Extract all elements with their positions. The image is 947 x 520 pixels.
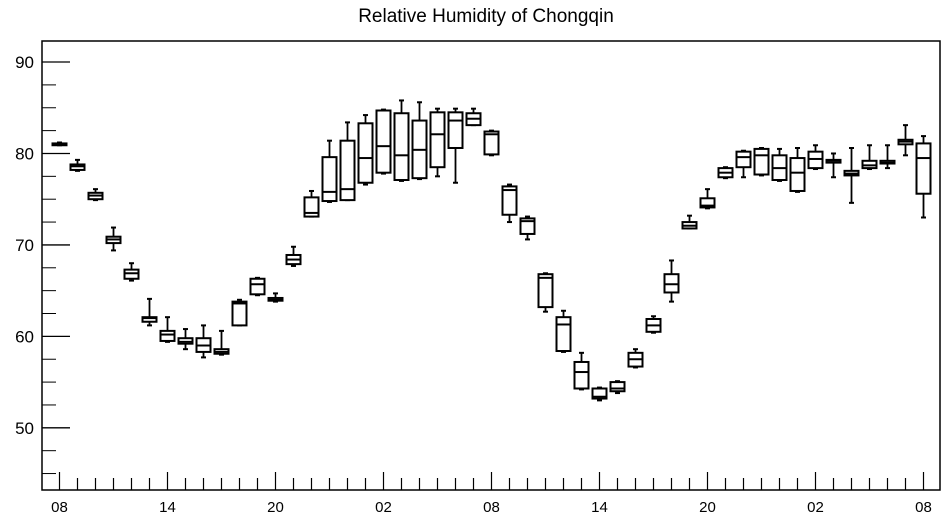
box-item — [753, 146, 770, 177]
x-tick-label: 20 — [699, 499, 716, 516]
box-item — [429, 107, 446, 178]
x-tick-label: 08 — [51, 499, 68, 516]
y-tick-label: 90 — [15, 53, 34, 72]
box-body — [249, 277, 266, 296]
box-body — [429, 111, 446, 169]
box-body — [753, 147, 770, 176]
box-body — [501, 185, 518, 216]
box-item — [357, 114, 374, 186]
box-body — [357, 122, 374, 184]
box-body — [555, 316, 572, 353]
box-item — [861, 144, 878, 171]
box-body — [321, 156, 338, 203]
box-item — [411, 101, 428, 181]
box-item — [843, 146, 860, 204]
box-body — [537, 273, 554, 309]
y-tick-label: 60 — [15, 327, 34, 346]
x-tick-label: 20 — [267, 499, 284, 516]
boxes-layer — [51, 99, 932, 402]
box-item — [663, 259, 680, 303]
box-item — [735, 149, 752, 179]
box-item — [339, 121, 356, 202]
box-item — [519, 215, 536, 241]
box-item — [177, 328, 194, 351]
box-item — [195, 324, 212, 359]
box-item — [105, 226, 122, 252]
plot-frame — [41, 40, 941, 491]
x-tick-label: 14 — [159, 499, 176, 516]
box-body — [591, 387, 608, 400]
box-item — [303, 189, 320, 218]
box-item — [645, 315, 662, 334]
box-body — [519, 217, 536, 235]
box-item — [393, 99, 410, 182]
y-tick-label: 50 — [15, 419, 34, 438]
box-item — [231, 298, 248, 327]
box-item — [555, 309, 572, 353]
chart-title: Relative Humidity of Chongqin — [358, 6, 614, 27]
box-body — [483, 130, 500, 156]
box-item — [141, 297, 158, 327]
box-item — [249, 276, 266, 297]
box-item — [51, 141, 68, 147]
box-body — [699, 197, 716, 209]
box-item — [285, 245, 302, 267]
box-item — [789, 146, 806, 193]
box-item — [825, 152, 842, 179]
box-body — [393, 112, 410, 181]
box-item — [501, 183, 518, 224]
x-tick-label: 02 — [375, 499, 392, 516]
box-body — [303, 196, 320, 218]
box-item — [573, 351, 590, 391]
box-body — [609, 381, 626, 393]
box-item — [897, 124, 914, 157]
box-item — [681, 214, 698, 230]
box-item — [159, 316, 176, 343]
box-item — [591, 386, 608, 402]
box-item — [915, 135, 932, 219]
box-item — [699, 188, 716, 210]
box-item — [537, 272, 554, 313]
box-item — [717, 166, 734, 180]
box-item — [123, 262, 140, 282]
x-tick-label: 08 — [915, 499, 932, 516]
box-item — [321, 139, 338, 203]
box-body — [159, 329, 176, 342]
box-item — [879, 144, 896, 170]
x-tick-label: 02 — [807, 499, 824, 516]
box-item — [609, 380, 626, 395]
box-body — [789, 157, 806, 192]
box-body — [573, 360, 590, 390]
box-body — [735, 150, 752, 169]
box-item — [465, 107, 482, 127]
box-body — [375, 109, 392, 174]
box-item — [447, 107, 464, 184]
box-item — [375, 108, 392, 175]
axes-layer: 50 60 70 80 90 08 14 20 02 08 14 20 02 08 — [15, 40, 941, 516]
box-item — [87, 188, 104, 202]
x-tick-label: 14 — [591, 499, 608, 516]
box-body — [339, 139, 356, 202]
box-item — [267, 292, 284, 303]
box-body — [447, 111, 464, 149]
box-item — [627, 348, 644, 369]
box-body — [231, 300, 248, 327]
y-tick-label: 80 — [15, 144, 34, 163]
x-tick-label: 08 — [483, 499, 500, 516]
box-item — [213, 329, 230, 356]
box-item — [807, 144, 824, 171]
y-tick-label: 70 — [15, 236, 34, 255]
box-body — [915, 142, 932, 195]
box-item — [771, 147, 788, 182]
box-item — [69, 158, 86, 172]
box-item — [483, 129, 500, 157]
